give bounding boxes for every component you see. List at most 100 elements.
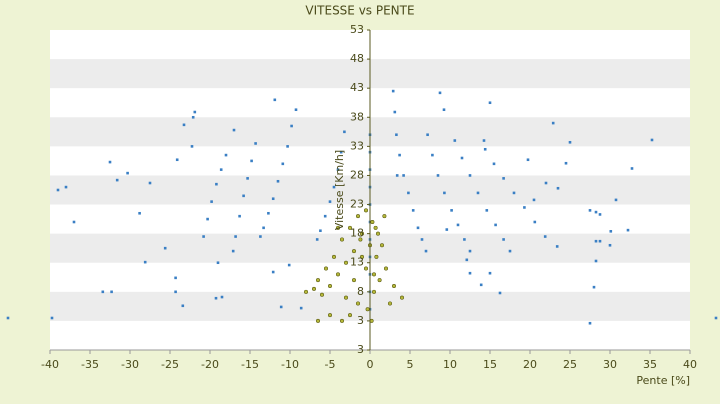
- point: [276, 179, 280, 183]
- point: [482, 139, 486, 142]
- point: [175, 158, 179, 162]
- x-tick-label: -40: [41, 358, 59, 371]
- y-tick-label: 8: [357, 285, 364, 298]
- point: [339, 150, 343, 154]
- point: [254, 142, 257, 145]
- point: [294, 108, 298, 112]
- point: [101, 290, 105, 294]
- point: [315, 318, 320, 323]
- point: [555, 245, 559, 248]
- x-tick-label: -10: [281, 358, 299, 371]
- point: [363, 208, 368, 213]
- point: [391, 283, 396, 288]
- point: [533, 220, 537, 224]
- point: [456, 223, 460, 227]
- point: [443, 191, 446, 195]
- point: [370, 220, 375, 225]
- x-tick-label: 5: [407, 358, 414, 371]
- point: [594, 210, 598, 214]
- point: [215, 182, 218, 186]
- point: [216, 261, 220, 265]
- point: [323, 214, 327, 218]
- point: [556, 186, 560, 190]
- point: [463, 238, 466, 241]
- point: [382, 214, 387, 219]
- point: [332, 185, 336, 189]
- point: [436, 174, 440, 177]
- point: [512, 191, 516, 195]
- point: [373, 225, 378, 230]
- point: [614, 198, 618, 202]
- point: [588, 321, 592, 325]
- point: [592, 285, 596, 289]
- point: [564, 161, 568, 165]
- point: [224, 153, 228, 157]
- point: [551, 121, 555, 125]
- point: [286, 145, 289, 148]
- point: [359, 231, 364, 236]
- y-tick-label: 18: [350, 227, 364, 240]
- y-tick-label: 3: [357, 343, 364, 356]
- point: [220, 295, 224, 299]
- point: [267, 211, 270, 215]
- point: [502, 177, 505, 180]
- point: [371, 289, 376, 294]
- point: [650, 138, 654, 142]
- point: [259, 235, 262, 238]
- point: [262, 226, 265, 230]
- point: [231, 249, 235, 253]
- point: [108, 160, 112, 164]
- point: [468, 249, 472, 253]
- x-tick-label: 20: [523, 358, 537, 371]
- point: [115, 178, 119, 182]
- point: [598, 239, 602, 243]
- point: [594, 259, 598, 263]
- x-tick-label: 15: [483, 358, 497, 371]
- point: [143, 260, 147, 264]
- point: [358, 237, 363, 242]
- point: [375, 231, 380, 236]
- point: [488, 271, 492, 275]
- point: [494, 223, 497, 227]
- point: [246, 177, 249, 180]
- point: [331, 254, 336, 259]
- x-tick-label: -5: [325, 358, 336, 371]
- y-tick-label: 13: [350, 256, 364, 269]
- point: [355, 301, 360, 306]
- point: [343, 260, 348, 265]
- point: [523, 206, 526, 209]
- point: [453, 139, 457, 142]
- point: [238, 214, 241, 218]
- point: [391, 89, 395, 93]
- point: [56, 188, 60, 192]
- point: [468, 174, 472, 177]
- x-tick-label: 10: [443, 358, 457, 371]
- x-tick-label: -35: [81, 358, 99, 371]
- y-tick-label: 23: [350, 198, 364, 211]
- point: [64, 185, 68, 189]
- x-tick-label: 35: [643, 358, 657, 371]
- point: [271, 270, 275, 274]
- point: [234, 235, 237, 238]
- point: [544, 181, 548, 185]
- point: [608, 243, 612, 247]
- point: [359, 254, 364, 259]
- point: [174, 290, 177, 294]
- point: [148, 181, 152, 185]
- point: [424, 249, 428, 253]
- point: [190, 145, 194, 148]
- point: [174, 276, 177, 280]
- point: [395, 174, 399, 177]
- point: [416, 226, 420, 230]
- point: [290, 124, 293, 128]
- point: [281, 162, 285, 166]
- point: [398, 153, 401, 157]
- point: [335, 272, 340, 277]
- point: [371, 272, 376, 277]
- point: [420, 238, 424, 241]
- point: [438, 91, 442, 95]
- point: [568, 140, 572, 144]
- point: [626, 228, 630, 232]
- point: [242, 194, 245, 198]
